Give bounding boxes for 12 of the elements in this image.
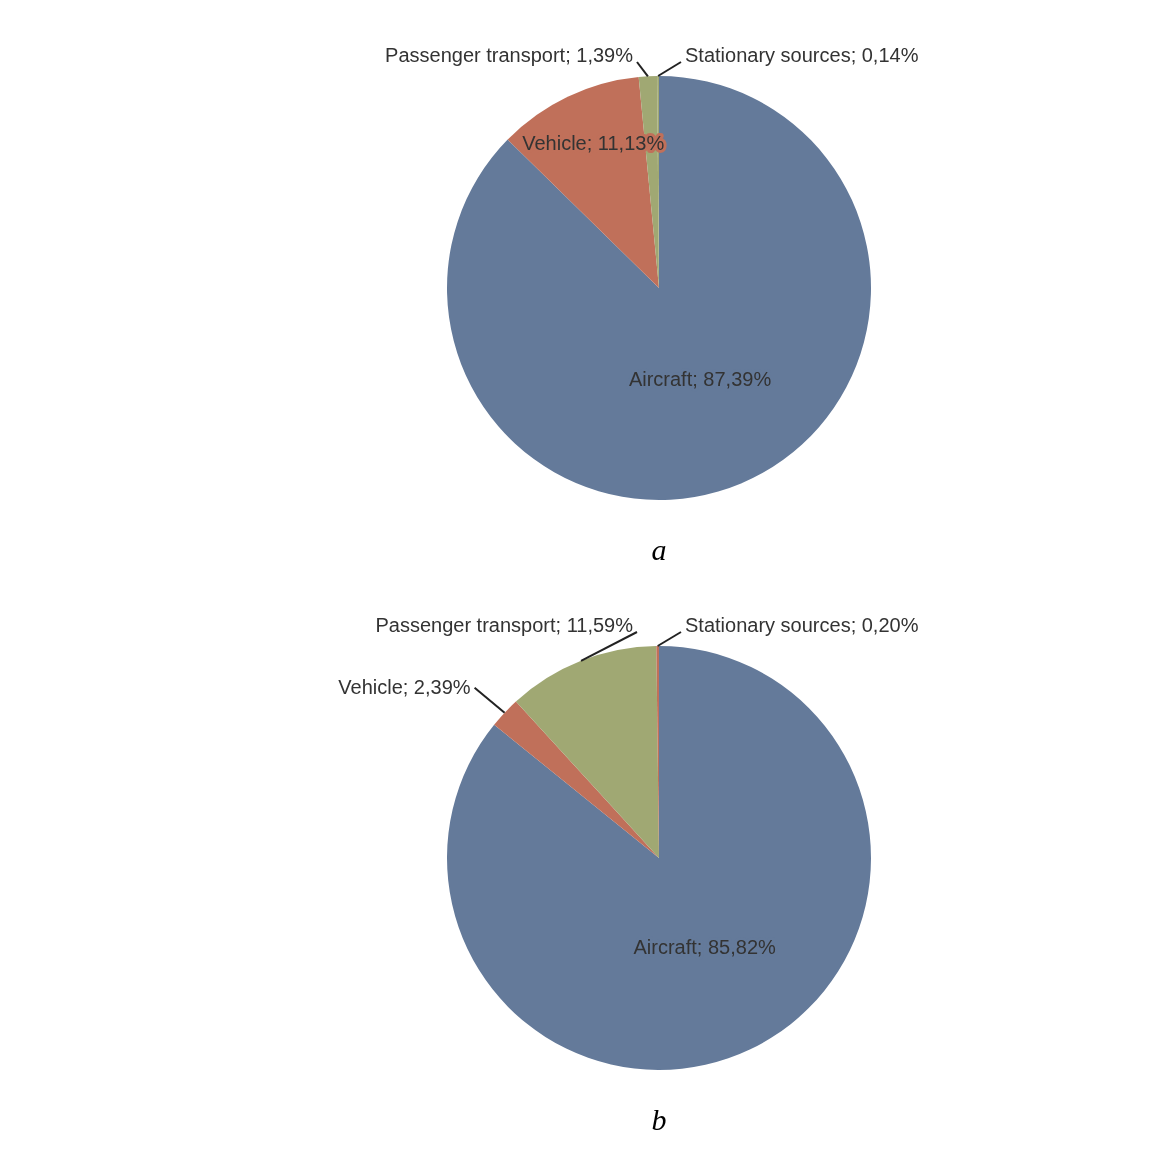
slice-label: Stationary sources; 0,20%	[685, 614, 919, 636]
text: b	[650, 1103, 668, 1138]
slice-label: Aircraft; 85,82%	[633, 935, 777, 958]
slice-label: Vehicle; 2,39%	[338, 675, 471, 698]
slice-label: Stationary sources; 0,14%	[685, 44, 919, 66]
slice-label: Passenger transport; 1,39%	[385, 44, 634, 66]
slice-label: Aircraft; 87,39%	[628, 367, 772, 390]
text: a	[650, 533, 668, 568]
pie-slice	[515, 646, 659, 858]
slice-label: Passenger transport; 11,59%	[375, 614, 634, 636]
pie-slice	[447, 76, 871, 500]
pie-slice	[494, 701, 659, 858]
